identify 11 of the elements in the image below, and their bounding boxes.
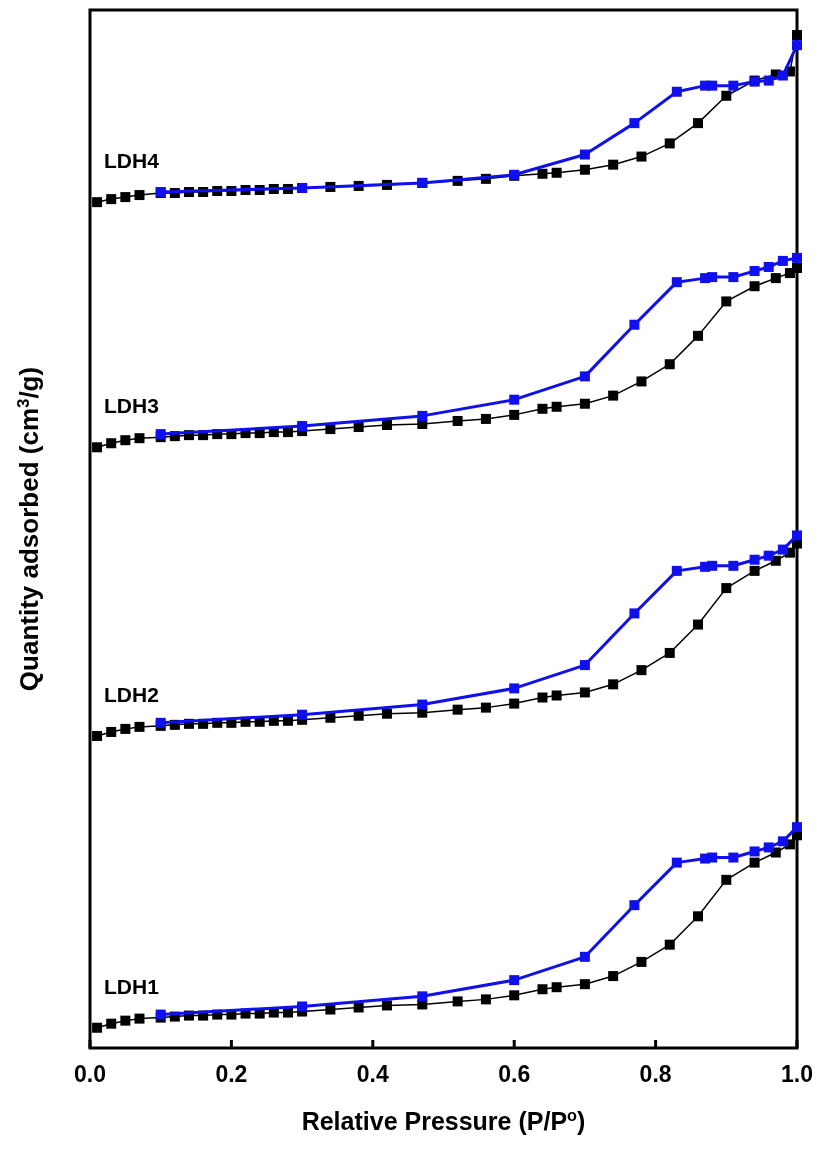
annotation: LDH3	[104, 394, 159, 418]
annotation: LDH1	[104, 974, 160, 998]
x-tick-label: 1.0	[781, 1061, 813, 1087]
x-tick-label: 0.2	[215, 1061, 248, 1087]
annotation: LDH4	[104, 149, 160, 173]
x-tick-label: 0.4	[356, 1061, 389, 1087]
x-axis-title: Relative Pressure (P/P$^{o}$)	[301, 1106, 586, 1135]
x-tick-label: 0.8	[639, 1061, 672, 1087]
x-tick-label: 0.6	[498, 1061, 531, 1087]
annotation: LDH2	[104, 683, 159, 706]
x-tick-label: 0.0	[74, 1061, 106, 1087]
